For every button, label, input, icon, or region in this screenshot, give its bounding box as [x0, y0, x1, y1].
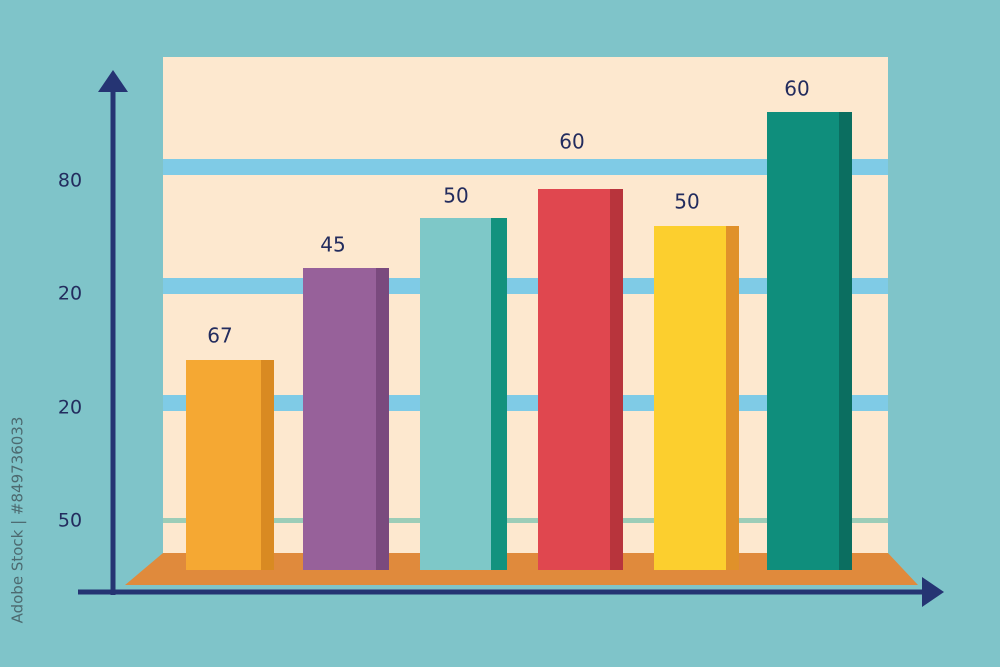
- bar-label: 45: [320, 233, 345, 257]
- bar-side: [726, 226, 739, 570]
- bar: [654, 226, 726, 570]
- bar: [186, 360, 261, 570]
- bar-label: 60: [559, 130, 584, 154]
- bar-side: [610, 189, 623, 570]
- watermark: Adobe Stock | #849736033: [9, 417, 27, 624]
- bar: [303, 268, 376, 570]
- axis-label: 50: [58, 510, 82, 532]
- bar: [420, 218, 491, 570]
- bar-side: [376, 268, 389, 570]
- bar-label: 67: [207, 324, 232, 348]
- bar-label: 60: [784, 77, 809, 101]
- bar-side: [491, 218, 507, 570]
- axis-label: 20: [58, 397, 82, 419]
- bar-side: [261, 360, 274, 570]
- stripe: [163, 518, 888, 523]
- bar-label: 50: [674, 190, 699, 214]
- x-arrow: [922, 577, 944, 607]
- bar: [767, 112, 839, 570]
- stripe: [163, 159, 888, 175]
- bar-label: 50: [443, 184, 468, 208]
- bar-side: [839, 112, 852, 570]
- axis-label: 80: [58, 170, 82, 192]
- y-arrow: [98, 70, 128, 92]
- bar: [538, 189, 610, 570]
- axis-label: 20: [58, 283, 82, 305]
- bars: [186, 112, 852, 570]
